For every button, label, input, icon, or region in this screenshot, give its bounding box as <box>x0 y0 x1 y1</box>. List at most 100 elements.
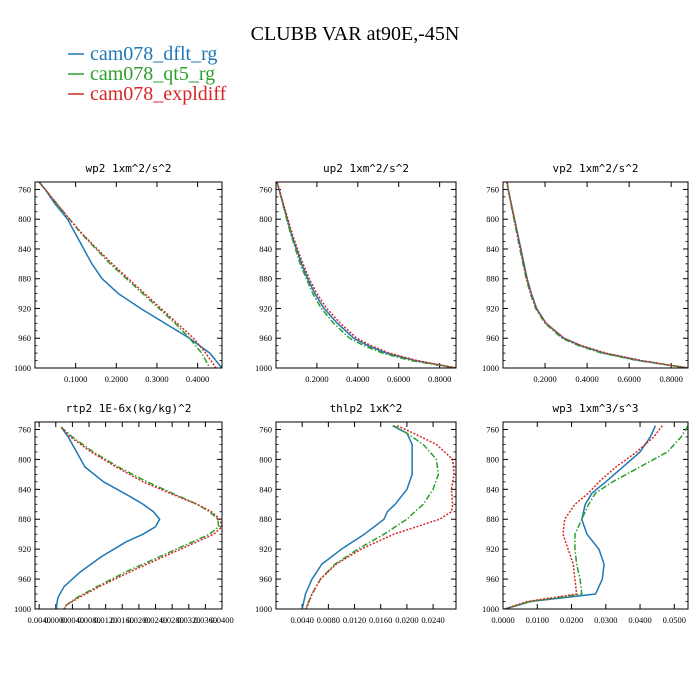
ytick-label-2-6: 1000 <box>482 363 499 373</box>
panel-2: vp2 1xm^2/s^2 760 800 840 880 920 960 1000 0.200… <box>482 162 689 384</box>
ytick-label-3-6: 1000 <box>14 604 31 614</box>
xtick-label-4-4: 0.0200 <box>395 615 418 625</box>
xtick-label-2-2: 0.6000 <box>617 374 640 384</box>
series-line-2-0 <box>506 182 688 368</box>
xtick-label-1-0: 0.2000 <box>305 374 328 384</box>
ytick-label-4-4: 920 <box>259 544 272 554</box>
plot-frame-0 <box>34 181 223 369</box>
ytick-label-2-1: 800 <box>486 214 499 224</box>
series-line-0-1 <box>38 182 211 368</box>
panel-title-3: rtp2 1E-6x(kg/kg)^2 <box>66 402 192 415</box>
ytick-label-3-4: 920 <box>18 544 31 554</box>
ytick-label-4-6: 1000 <box>255 604 272 614</box>
series-line-3-2 <box>60 426 222 609</box>
xtick-label-1-1: 0.4000 <box>346 374 369 384</box>
xtick-label-2-1: 0.4000 <box>575 374 598 384</box>
xtick-label-3-8: 0.0280 <box>160 615 183 625</box>
series-line-0-0 <box>38 182 222 368</box>
ytick-label-2-5: 960 <box>486 333 499 343</box>
xtick-label-3-9: 0.0320 <box>177 615 200 625</box>
xtick-label-1-2: 0.6000 <box>387 374 410 384</box>
ytick-label-0-6: 1000 <box>14 363 31 373</box>
xtick-label-3-10: 0.0360 <box>194 615 217 625</box>
plot-frame-1 <box>275 181 457 369</box>
ytick-label-0-2: 840 <box>18 244 31 254</box>
ytick-label-0-0: 760 <box>18 184 31 194</box>
panel-4: thlp2 1xK^2 760 800 840 880 920 960 1000 0.0040 0… <box>255 402 457 625</box>
ytick-label-5-3: 880 <box>486 514 499 524</box>
xtick-label-0-1: 0.2000 <box>105 374 128 384</box>
panel-1: up2 1xm^2/s^2 760 800 840 880 920 960 1000 0.200… <box>255 162 457 384</box>
plot-frame-4 <box>275 421 457 610</box>
series-line-2-2 <box>506 182 688 368</box>
xtick-label-5-0: 0.0000 <box>491 615 514 625</box>
xtick-label-2-3: 0.8000 <box>659 374 682 384</box>
ytick-label-3-5: 960 <box>18 574 31 584</box>
ytick-label-0-4: 920 <box>18 303 31 313</box>
xtick-label-5-2: 0.0200 <box>560 615 583 625</box>
series-line-4-1 <box>304 425 440 609</box>
plot-frame-5 <box>502 421 689 610</box>
xtick-label-3-11: 0.0400 <box>210 615 233 625</box>
xtick-label-4-1: 0.0080 <box>317 615 340 625</box>
ytick-label-5-5: 960 <box>486 574 499 584</box>
ytick-label-4-2: 840 <box>259 484 272 494</box>
xtick-label-4-2: 0.0120 <box>343 615 366 625</box>
ytick-label-4-5: 960 <box>259 574 272 584</box>
plot-frame-2 <box>502 181 689 369</box>
ytick-label-1-4: 920 <box>259 303 272 313</box>
xtick-label-5-5: 0.0500 <box>663 615 686 625</box>
panel-title-2: vp2 1xm^2/s^2 <box>552 162 638 175</box>
xtick-label-3-7: 0.0240 <box>144 615 167 625</box>
panel-title-0: wp2 1xm^2/s^2 <box>85 162 171 175</box>
ytick-label-1-3: 880 <box>259 274 272 284</box>
ytick-label-3-1: 800 <box>18 454 31 464</box>
xtick-label-5-3: 0.0300 <box>594 615 617 625</box>
ytick-label-0-1: 800 <box>18 214 31 224</box>
panel-title-4: thlp2 1xK^2 <box>330 402 403 415</box>
ytick-label-5-4: 920 <box>486 544 499 554</box>
ytick-label-1-5: 960 <box>259 333 272 343</box>
ytick-label-3-2: 840 <box>18 484 31 494</box>
ytick-label-5-2: 840 <box>486 484 499 494</box>
legend-label-1: cam078_qt5_rg <box>90 63 215 85</box>
series-line-1-2 <box>276 182 456 368</box>
ytick-label-2-4: 920 <box>486 303 499 313</box>
ytick-label-4-3: 880 <box>259 514 272 524</box>
ytick-label-4-1: 800 <box>259 454 272 464</box>
series-line-2-1 <box>506 182 688 368</box>
series-line-4-0 <box>301 425 413 609</box>
panel-5: wp3 1xm^3/s^3 760 800 840 880 920 960 10000.000… <box>482 402 689 625</box>
panel-3: rtp2 1E-6x(kg/kg)^2 760 800 840 880 920 960 100… <box>14 402 234 625</box>
legend-label-0: cam078_dflt_rg <box>90 43 217 65</box>
panel-0: wp2 1xm^2/s^2 760 800 840 880 920 960 1000 0.100… <box>14 162 223 384</box>
ytick-label-1-2: 840 <box>259 244 272 254</box>
series-line-5-0 <box>504 425 657 609</box>
figure-title: CLUBB VAR at90E,-45N <box>251 23 460 45</box>
ytick-label-0-5: 960 <box>18 333 31 343</box>
xtick-label-3-4: 0.0120 <box>94 615 117 625</box>
series-line-1-0 <box>276 182 456 368</box>
ytick-label-3-0: 760 <box>18 424 31 434</box>
series-line-3-1 <box>60 426 220 609</box>
xtick-label-3-3: 0.0080 <box>77 615 100 625</box>
ytick-label-2-3: 880 <box>486 274 499 284</box>
ytick-label-2-0: 760 <box>486 184 499 194</box>
series-line-4-2 <box>305 425 455 609</box>
xtick-label-3-6: 0.0200 <box>127 615 150 625</box>
panels: wp2 1xm^2/s^2 760 800 840 880 920 960 1000 0.100… <box>14 162 689 625</box>
xtick-label-3-2: 0.0040 <box>61 615 84 625</box>
xtick-label-5-4: 0.0400 <box>628 615 651 625</box>
xtick-label-2-0: 0.2000 <box>533 374 556 384</box>
ytick-label-2-2: 840 <box>486 244 499 254</box>
ytick-label-3-3: 880 <box>18 514 31 524</box>
ytick-label-0-3: 880 <box>18 274 31 284</box>
series-line-5-1 <box>504 425 688 609</box>
xtick-label-5-1: 0.0100 <box>526 615 549 625</box>
xtick-label-3-5: 0.0160 <box>111 615 134 625</box>
ytick-label-5-1: 800 <box>486 454 499 464</box>
ytick-label-4-0: 760 <box>259 424 272 434</box>
ytick-label-5-0: 760 <box>486 424 499 434</box>
plot-frame-3 <box>34 421 223 610</box>
